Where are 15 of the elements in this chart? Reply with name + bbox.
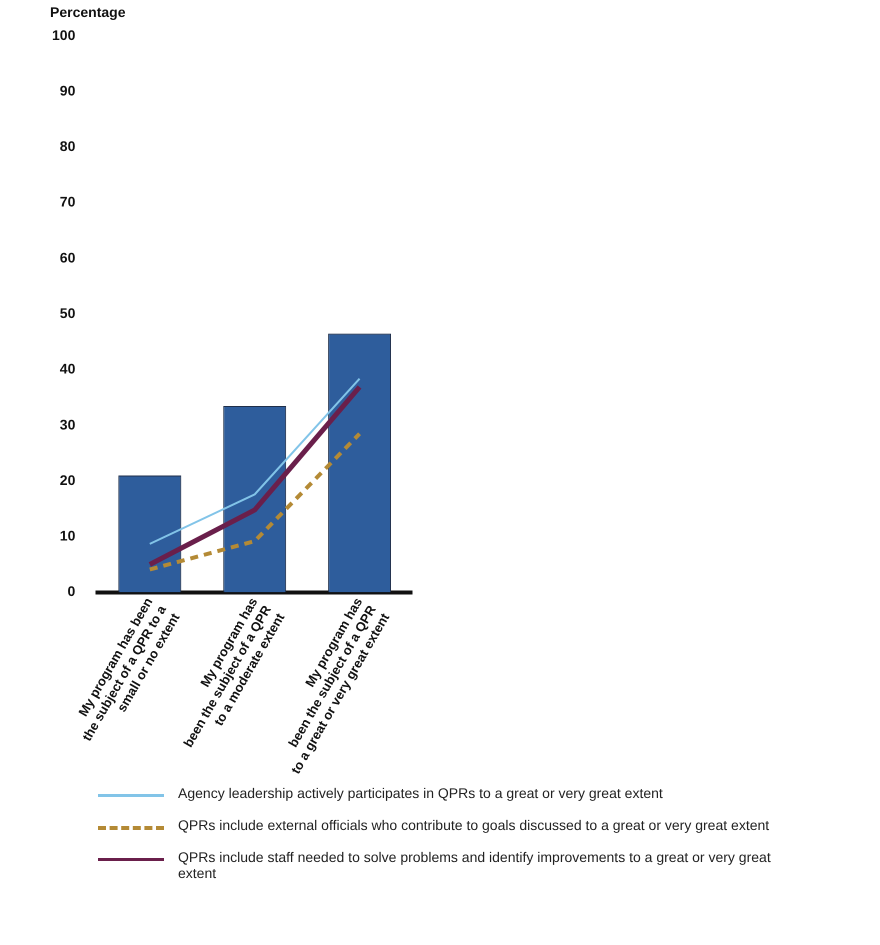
y-tick-label: 40 xyxy=(60,360,76,377)
legend-label: QPRs include external officials who contribute to goals discussed to a great or very great extent xyxy=(178,817,770,833)
legend-label: QPRs include staff needed to solve problems and identify improvements to a great or very great extent xyxy=(178,849,772,881)
y-tick-label: 0 xyxy=(68,583,76,600)
y-axis-title: Percentage xyxy=(50,4,126,20)
y-tick-label: 60 xyxy=(60,249,76,266)
y-tick-label: 50 xyxy=(60,305,76,322)
legend-label: Agency leadership actively participates in QPRs to a great or very great extent xyxy=(178,785,663,801)
y-tick-label: 100 xyxy=(52,26,76,43)
y-tick-label: 90 xyxy=(60,82,76,98)
y-tick-label: 30 xyxy=(60,416,76,432)
y-tick-label: 80 xyxy=(60,138,76,154)
y-tick-label: 10 xyxy=(60,528,76,544)
y-tick-label: 70 xyxy=(60,194,76,210)
y-tick-label: 20 xyxy=(60,472,76,488)
